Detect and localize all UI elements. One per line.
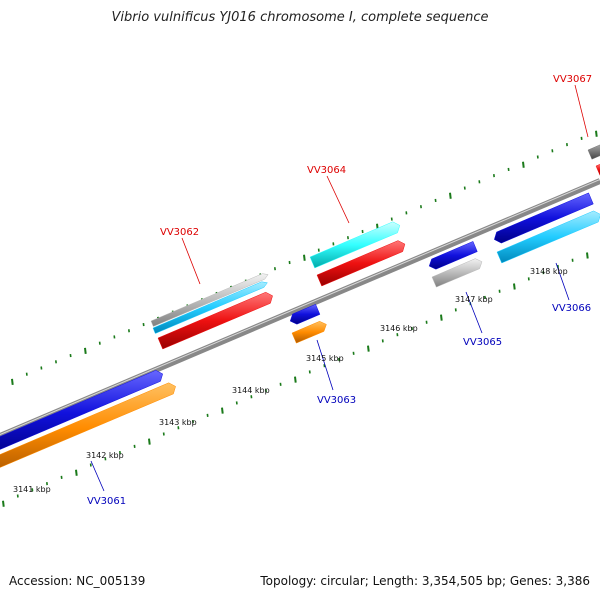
gene-arrow-vv3062-cyan <box>152 281 268 334</box>
backbone-highlight <box>0 179 600 435</box>
tick-mark <box>84 347 87 354</box>
leader-vv3066 <box>555 262 570 301</box>
gene-label-vv3067: VV3067 <box>553 74 592 85</box>
tick-label-3141: 3141 kbp <box>13 485 51 494</box>
tick-label-3148: 3148 kbp <box>530 267 568 276</box>
leader-vv3061 <box>90 460 105 492</box>
label-leader-lines <box>90 84 589 492</box>
gene-arrow-vv3061-blue <box>0 370 163 450</box>
leader-vv3062 <box>181 237 201 285</box>
gene-label-vv3064: VV3064 <box>307 165 346 176</box>
tick-labels: 3141 kbp 3142 kbp 3143 kbp 3144 kbp 3145… <box>13 267 568 494</box>
tick-label-3143: 3143 kbp <box>159 418 197 427</box>
leader-vv3064 <box>326 175 350 224</box>
leader-vv3067 <box>574 84 589 138</box>
gene-arrow-vv3063-orange <box>291 321 327 344</box>
gene-arrow-vv3065-blue <box>428 241 478 270</box>
gene-arrow-vv3064-red <box>316 240 406 287</box>
tick-mark <box>586 252 589 259</box>
gene-label-vv3063: VV3063 <box>317 395 356 406</box>
backbone <box>0 178 600 439</box>
tick-label-3142: 3142 kbp <box>86 451 124 460</box>
gene-labels: VV3061 VV3062 VV3063 VV3064 VV3065 VV306… <box>87 74 592 507</box>
gene-label-vv3062: VV3062 <box>160 227 199 238</box>
tick-mark <box>294 376 297 383</box>
gene-label-vv3061: VV3061 <box>87 496 126 507</box>
tick-mark <box>221 407 224 414</box>
tick-mark <box>522 161 525 168</box>
tick-label-3147: 3147 kbp <box>455 295 493 304</box>
gene-label-vv3065: VV3065 <box>463 337 502 348</box>
tick-mark <box>75 469 78 476</box>
topology-info: Topology: circular; Length: 3,354,505 bp… <box>260 574 590 588</box>
inner-tick-marks <box>2 252 589 507</box>
gene-arrow-vv3065-silver <box>431 258 483 288</box>
tick-label-3145: 3145 kbp <box>306 354 344 363</box>
leader-vv3065 <box>465 291 483 334</box>
gene-arrow-vv3063-blue <box>289 303 321 325</box>
gene-label-vv3066: VV3066 <box>552 303 591 314</box>
gene-arrow-vv3062-silver <box>150 273 269 327</box>
gene-arrow-vv3062-red <box>157 291 273 350</box>
gene-arrow-vv3061-orange <box>0 382 176 468</box>
tick-mark <box>303 254 306 261</box>
gene-arrow-vv3067-gray <box>587 144 600 160</box>
gene-arrow-vv3067-red <box>595 163 600 176</box>
tick-label-3144: 3144 kbp <box>232 386 270 395</box>
tick-mark <box>2 500 5 507</box>
gene-features <box>0 144 600 468</box>
tick-mark <box>595 130 598 137</box>
accession-info: Accession: NC_005139 <box>9 574 146 588</box>
tick-mark <box>440 314 443 321</box>
backbone-line <box>0 178 600 439</box>
gene-arrow-vv3066-cyan <box>496 210 600 264</box>
tick-mark <box>367 345 370 352</box>
tick-mark <box>513 283 516 290</box>
tick-mark <box>11 378 14 386</box>
tick-mark <box>148 438 151 445</box>
map-title: Vibrio vulnificus YJ016 chromosome I, co… <box>111 10 489 25</box>
leader-vv3063 <box>316 339 334 391</box>
tick-mark <box>449 192 452 199</box>
gene-arrow-vv3064-aqua <box>309 221 401 269</box>
gene-arrow-vv3066-blue <box>493 192 594 244</box>
tick-label-3146: 3146 kbp <box>380 324 418 333</box>
